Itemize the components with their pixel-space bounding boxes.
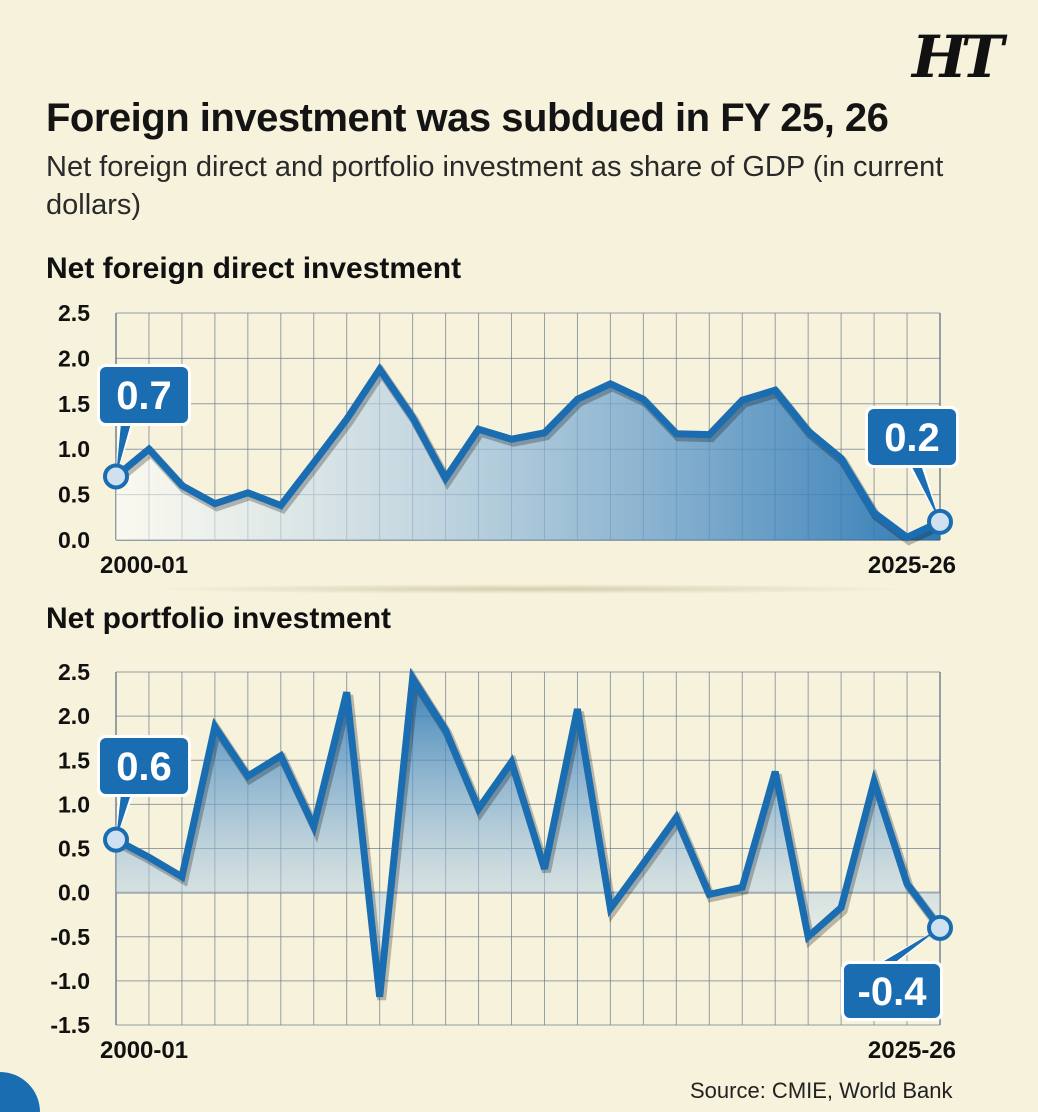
series-line <box>113 363 942 542</box>
callout-marker <box>927 914 953 941</box>
y-tick-label: 2.5 <box>58 660 90 685</box>
callout-pointer <box>879 927 940 964</box>
callout: -0.4 <box>841 914 953 1021</box>
page-title: Foreign investment was subdued in FY 25,… <box>46 96 889 140</box>
series-area <box>116 369 940 540</box>
callout-label: 0.7 <box>116 374 172 418</box>
callout-label: -0.4 <box>858 970 928 1014</box>
panel-divider <box>140 584 920 594</box>
y-tick-label: -1.0 <box>50 968 90 994</box>
y-tick-label: 2.5 <box>58 300 90 326</box>
y-tick-label: 1.0 <box>58 791 90 817</box>
callout-label: 0.6 <box>116 745 172 789</box>
y-tick-label: -0.5 <box>50 924 90 950</box>
y-tick-label: -1.5 <box>50 1012 90 1038</box>
callout-box <box>868 409 956 465</box>
callout: 0.6 <box>97 735 191 853</box>
x-tick-label: 2000-01 <box>100 1037 188 1064</box>
y-tick-label: 0.0 <box>58 880 90 906</box>
callout-pointer <box>911 465 940 522</box>
y-tick-label: 0.5 <box>58 836 90 862</box>
y-tick-label: 1.0 <box>58 436 90 462</box>
x-tick-label: 2025-26 <box>868 552 956 579</box>
source-note: Source: CMIE, World Bank <box>690 1078 953 1103</box>
callout-box <box>100 367 188 423</box>
portfolio-chart: -1.5 -1.0 -0.5 0.0 0.5 1.0 1.5 2.0 2.5 2000-01 202… <box>50 660 956 1064</box>
series-line <box>114 667 943 998</box>
callout: 0.7 <box>97 364 191 490</box>
x-tick-label: 2025-26 <box>868 1037 956 1064</box>
y-tick-label: 1.5 <box>58 747 90 773</box>
page-subtitle: Net foreign direct and portfolio investm… <box>46 151 944 221</box>
callout-box <box>844 964 940 1018</box>
y-tick-label: 0.5 <box>58 482 90 508</box>
callout-box <box>100 738 188 794</box>
y-tick-label: 2.0 <box>58 703 90 729</box>
callout: 0.2 <box>865 406 959 535</box>
callout-pointer-outline <box>876 927 940 964</box>
x-tick-label: 2000-01 <box>100 552 188 579</box>
callout-marker <box>103 463 129 490</box>
y-tick-label: 0.0 <box>58 527 90 553</box>
callout-marker <box>103 826 129 853</box>
ht-logo: HT <box>912 23 1004 91</box>
portfolio-chart-title: Net portfolio investment <box>46 602 392 635</box>
y-tick-label: 1.5 <box>58 391 90 417</box>
fdi-chart: 0.0 0.5 1.0 1.5 2.0 2.5 2000-01 2025-26 0.7 0.2 <box>58 300 959 579</box>
callout-label: 0.2 <box>884 416 940 460</box>
y-tick-label: 2.0 <box>58 345 90 371</box>
fdi-chart-title: Net foreign direct investment <box>46 252 462 285</box>
callout-pointer-outline <box>908 465 940 522</box>
series-area <box>116 678 940 997</box>
callout-marker <box>927 508 953 535</box>
